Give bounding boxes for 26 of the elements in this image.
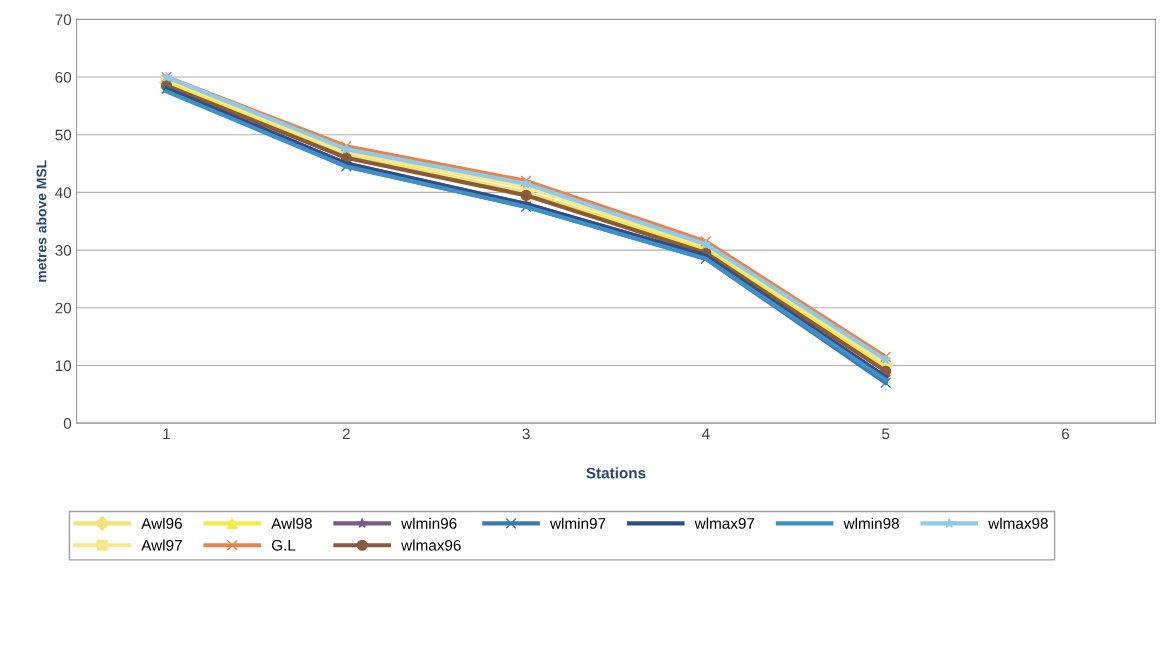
y-tick-label: 70 [55, 14, 72, 26]
legend-label: Awl96 [141, 517, 182, 529]
y-tick-label: 30 [55, 244, 72, 256]
legend-label: wlmin96 [401, 517, 457, 529]
y-tick-label: 0 [63, 418, 72, 429]
y-tick-label: 20 [55, 302, 72, 314]
legend-label: Awl97 [141, 539, 182, 551]
x-tick-label: 5 [882, 428, 890, 440]
x-tick-label: 1 [163, 428, 170, 440]
legend-label: wlmin98 [843, 517, 899, 529]
legend-label: wlmax97 [694, 517, 755, 529]
legend-label: wlmin97 [550, 517, 606, 529]
legend-label: Awl98 [271, 517, 312, 529]
legend-label: wlmax96 [401, 539, 461, 551]
x-tick-label: 4 [701, 428, 710, 440]
x-tick-label: 3 [522, 428, 530, 440]
y-tick-label: 60 [55, 71, 72, 83]
y-tick-label: 50 [55, 129, 72, 141]
x-axis-title: Stations [586, 467, 646, 479]
y-axis-title: metres above MSL [36, 160, 47, 282]
y-tick-label: 10 [55, 360, 72, 372]
y-tick-label: 40 [55, 187, 72, 199]
x-tick-label: 2 [342, 428, 350, 440]
x-tick-label: 6 [1061, 428, 1070, 440]
legend-label: wlmax98 [988, 517, 1048, 529]
legend-label: G.L [271, 539, 296, 551]
